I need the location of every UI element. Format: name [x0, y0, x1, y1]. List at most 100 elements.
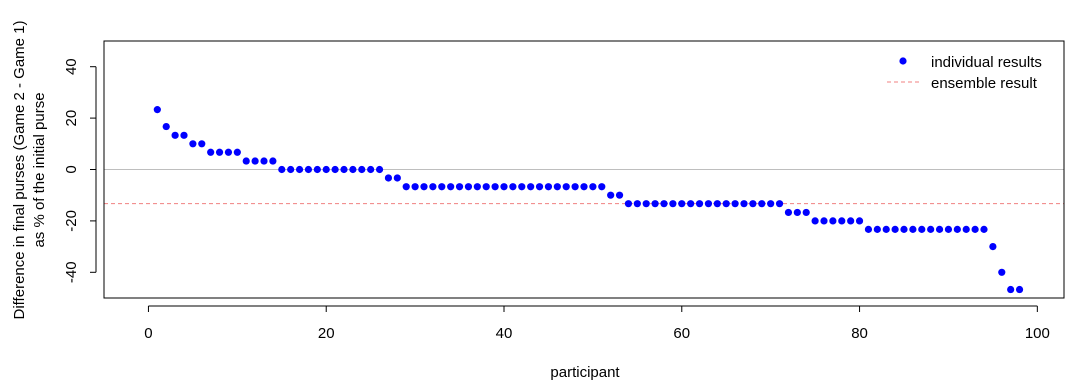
- plot-frame: [103, 40, 1065, 299]
- data-point: [900, 225, 908, 233]
- y-tick-label: 0: [63, 165, 80, 173]
- x-tick-label: 0: [144, 325, 152, 342]
- legend-label-ensemble: ensemble result: [931, 75, 1038, 92]
- data-point: [527, 183, 535, 191]
- data-point: [589, 183, 597, 191]
- data-point: [651, 200, 659, 208]
- data-point: [411, 183, 419, 191]
- data-point: [287, 165, 295, 174]
- data-point: [873, 225, 881, 233]
- data-point: [384, 174, 393, 182]
- data-point: [758, 200, 766, 208]
- y-axis-label-line2: as % of the initial purse: [31, 92, 48, 247]
- data-point: [864, 225, 873, 233]
- data-point: [713, 200, 721, 208]
- data-point: [544, 183, 553, 191]
- data-point: [793, 208, 801, 217]
- data-point: [980, 225, 988, 233]
- x-tick-label: 100: [1025, 325, 1050, 342]
- data-point: [535, 183, 544, 191]
- data-point: [642, 200, 650, 208]
- data-point: [891, 225, 899, 233]
- data-point: [784, 208, 793, 217]
- data-point: [571, 183, 579, 191]
- data-point: [775, 200, 784, 208]
- data-point: [447, 183, 455, 191]
- data-point: [749, 200, 757, 208]
- data-point: [962, 225, 970, 233]
- x-axis-label: participant: [550, 364, 620, 381]
- x-tick-label: 20: [318, 325, 335, 342]
- data-point: [935, 225, 944, 233]
- data-point: [1015, 285, 1024, 294]
- data-point: [847, 217, 855, 225]
- data-point: [882, 225, 890, 233]
- data-point: [802, 208, 810, 217]
- x-tick-label: 60: [673, 325, 690, 342]
- data-point: [944, 225, 953, 233]
- x-tick-label: 40: [496, 325, 513, 342]
- y-axis-label-line1: Difference in final purses (Game 2 - Gam…: [11, 20, 28, 319]
- data-point: [731, 200, 739, 208]
- data-point: [233, 148, 241, 156]
- data-point: [420, 183, 428, 191]
- data-point: [180, 131, 188, 139]
- data-point: [633, 200, 641, 208]
- x-axis: 0 20 40 60 80 100: [144, 305, 1050, 342]
- data-point: [500, 183, 508, 191]
- data-point: [295, 165, 304, 174]
- data-point: [953, 225, 961, 233]
- data-point: [660, 200, 668, 208]
- data-point: [678, 200, 686, 208]
- data-point: [402, 183, 410, 191]
- data-point: [269, 157, 277, 165]
- data-point: [722, 200, 730, 208]
- y-tick-label: 20: [63, 110, 80, 127]
- legend: individual results ensemble result: [887, 54, 1042, 92]
- data-point: [162, 122, 170, 131]
- data-points-layer: [153, 106, 1024, 294]
- data-point: [518, 183, 526, 191]
- data-point: [393, 174, 401, 182]
- data-point: [838, 217, 846, 225]
- data-point: [358, 165, 366, 174]
- data-point: [491, 183, 499, 191]
- data-point: [171, 131, 179, 139]
- data-point: [207, 148, 215, 156]
- data-point: [740, 200, 748, 208]
- data-point: [971, 225, 979, 233]
- data-point: [909, 225, 917, 233]
- data-point: [455, 183, 464, 191]
- data-point: [340, 165, 348, 174]
- data-point: [989, 243, 997, 251]
- data-point: [429, 183, 437, 191]
- data-point: [669, 200, 677, 208]
- y-tick-label: 40: [63, 58, 80, 75]
- data-point: [313, 165, 321, 174]
- data-point: [464, 183, 473, 191]
- data-point: [580, 183, 588, 191]
- data-point: [820, 217, 828, 225]
- y-axis: -40 -20 0 20 40: [63, 58, 97, 283]
- data-point: [598, 183, 606, 191]
- data-point: [482, 183, 490, 191]
- data-point: [473, 183, 481, 191]
- data-point: [198, 140, 206, 148]
- data-point: [153, 106, 161, 114]
- data-point: [767, 200, 775, 208]
- data-point: [553, 183, 561, 191]
- data-point: [829, 217, 837, 225]
- data-point: [367, 165, 375, 174]
- data-point: [375, 165, 384, 174]
- data-point: [607, 191, 615, 199]
- data-point: [215, 148, 224, 156]
- data-point: [855, 217, 864, 225]
- data-point: [687, 200, 695, 208]
- data-point: [251, 157, 259, 165]
- data-point: [260, 157, 268, 165]
- data-point: [322, 165, 330, 174]
- data-point: [331, 165, 339, 174]
- data-point: [304, 165, 313, 174]
